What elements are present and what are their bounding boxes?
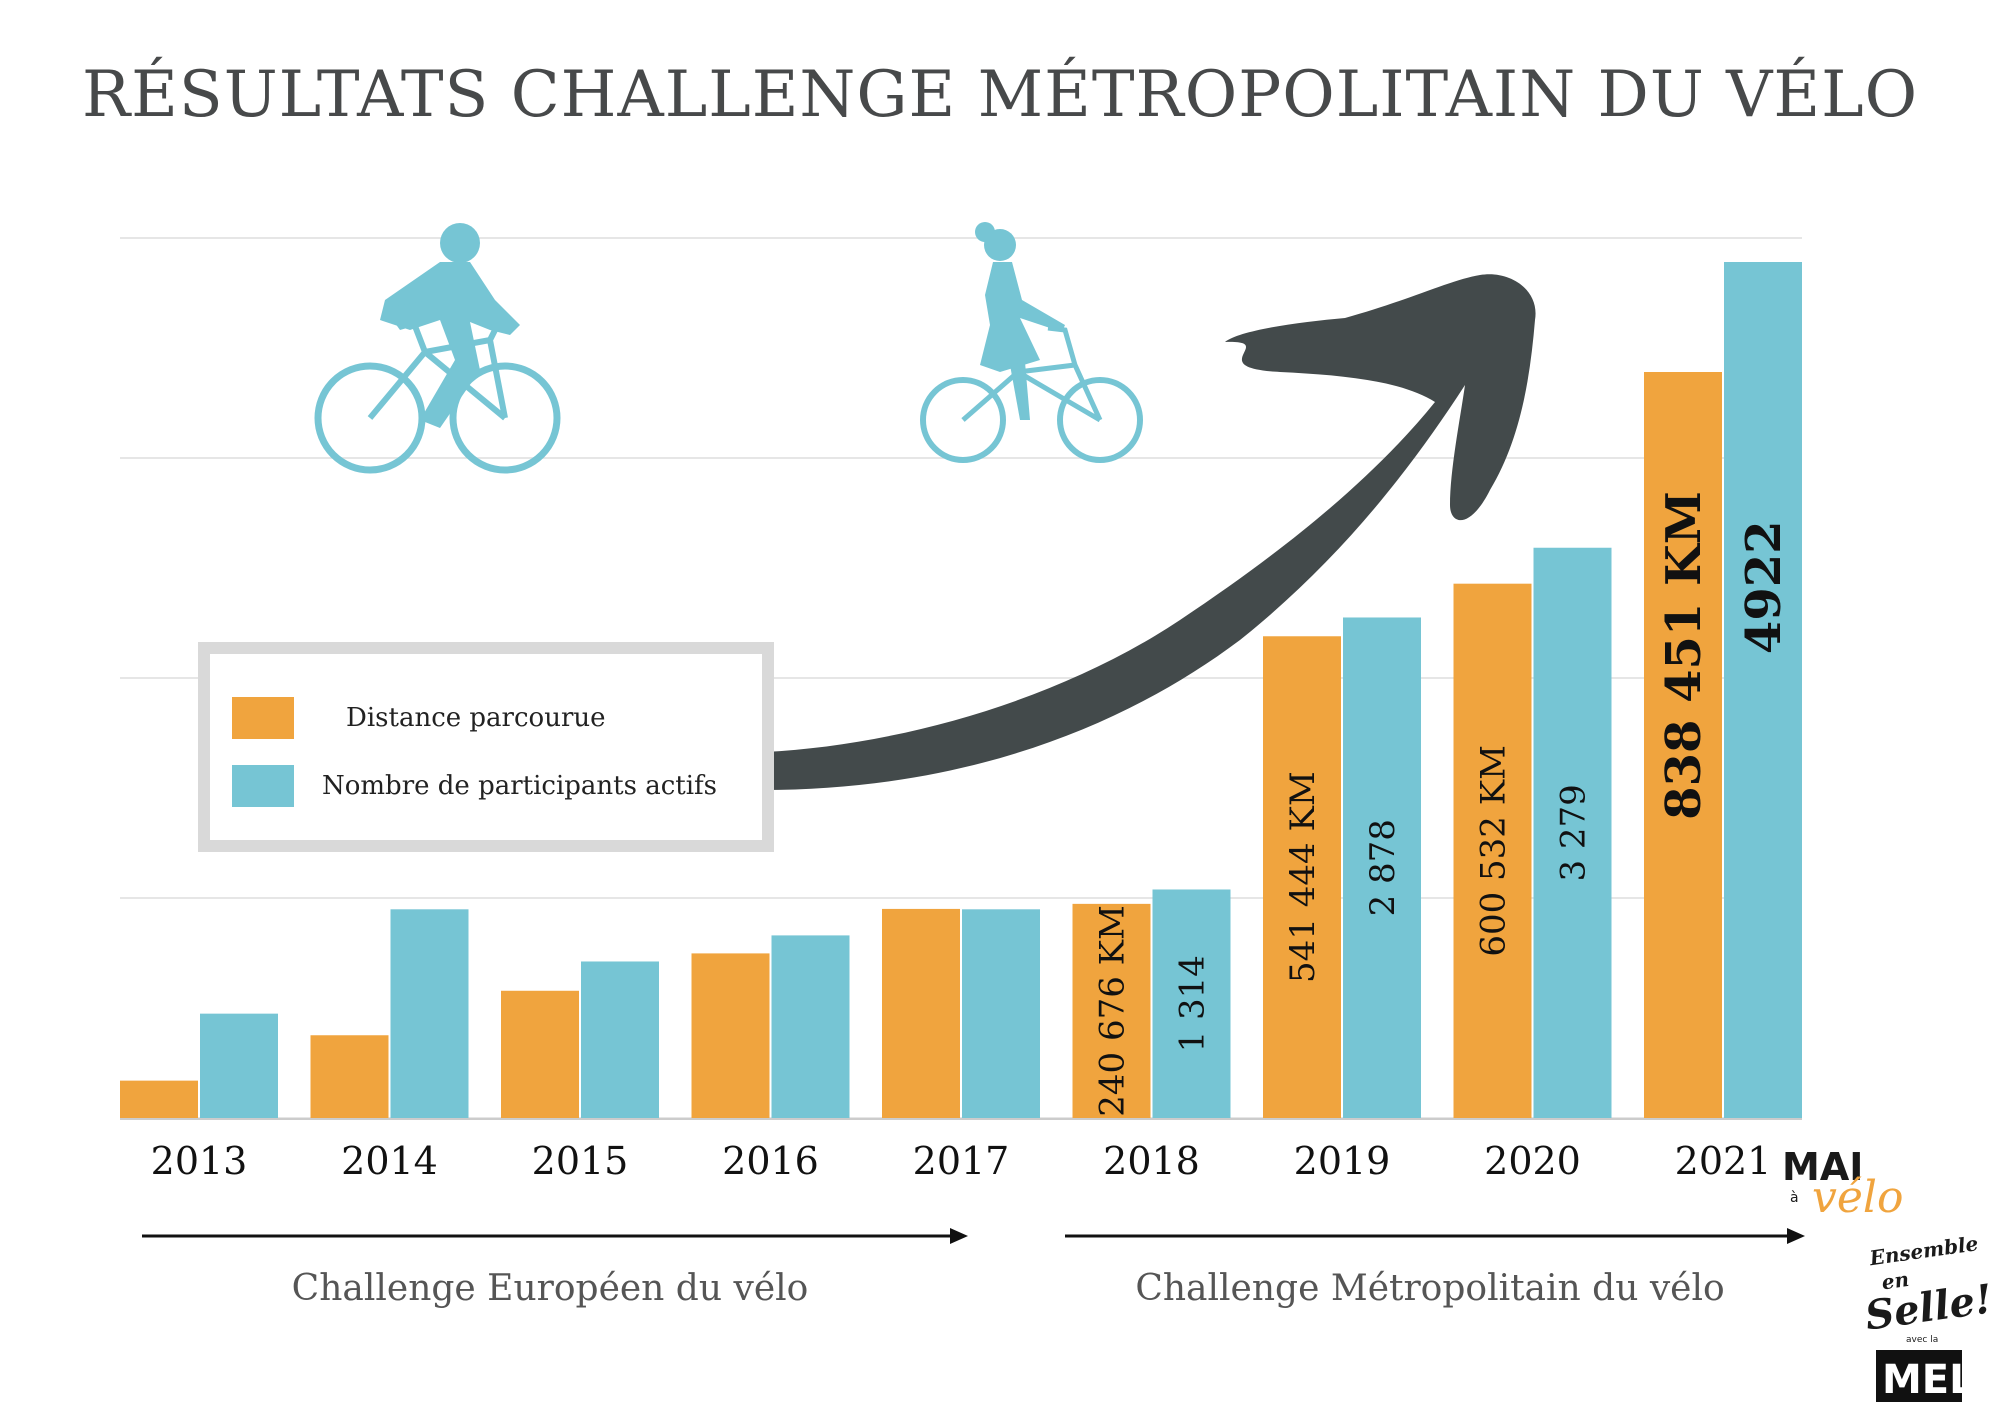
bar-participants <box>581 961 659 1118</box>
bar-participants <box>390 909 469 1118</box>
data-label-participants: 1 314 <box>1172 955 1212 1052</box>
legend-label-distance: Distance parcourue <box>346 703 606 733</box>
legend-label-participants: Nombre de participants actifs <box>322 771 718 801</box>
data-label-distance: 541 444 KM <box>1283 771 1323 983</box>
growth-arrow-icon <box>762 274 1536 791</box>
x-axis: 2013 2014 2015 2016 2017 2018 2019 2020 2021 <box>151 1139 1772 1183</box>
page-title: RÉSULTATS CHALLENGE MÉTROPOLITAIN DU VÉL… <box>81 58 1919 132</box>
section-label-european: Challenge Européen du vélo <box>291 1268 809 1309</box>
bar-distance <box>120 1080 198 1118</box>
mel-logo-small: avec la <box>1906 1335 1938 1345</box>
bar-distance <box>882 908 960 1118</box>
data-label-distance: 240 676 KM <box>1092 905 1132 1117</box>
bar-participants <box>200 1013 278 1118</box>
cyclist-man-icon <box>314 223 561 474</box>
bar-participants <box>962 909 1040 1118</box>
x-tick-label: 2019 <box>1294 1139 1391 1183</box>
legend: Distance parcourue Nombre de participant… <box>198 642 774 852</box>
cyclist-woman-icon <box>920 222 1143 463</box>
bar-distance <box>1263 636 1341 1118</box>
bar-distance <box>501 990 579 1118</box>
bar-distance <box>691 953 770 1118</box>
mel-logo-line2: en <box>1880 1267 1910 1295</box>
bar-distance <box>310 1035 389 1118</box>
ensemble-en-selle-logo: Ensemble en Selle! avec la MEL <box>1862 1236 1992 1403</box>
mel-logo-brand: MEL <box>1882 1357 1975 1403</box>
x-tick-label: 2014 <box>341 1139 438 1183</box>
timeline-arrowhead-metropolitan <box>1787 1228 1805 1244</box>
x-tick-label: 2016 <box>722 1139 819 1183</box>
x-tick-label: 2020 <box>1484 1139 1581 1183</box>
mai-a-velo-logo: MAI à vélo <box>1782 1145 1903 1220</box>
decor <box>314 222 1536 791</box>
mai-logo-a: à <box>1790 1190 1799 1206</box>
bars: 240 676 KM 1 314 541 444 KM 2 878 600 532 KM… <box>120 262 1802 1118</box>
legend-item-participants: Nombre de participants actifs <box>232 764 717 808</box>
mai-logo-text: MAI <box>1782 1145 1863 1189</box>
data-label-participants: 2 878 <box>1363 819 1403 916</box>
bar-participants <box>1152 889 1231 1118</box>
bar-distance <box>1453 583 1532 1118</box>
x-tick-label: 2018 <box>1103 1139 1200 1183</box>
legend-swatch-distance <box>232 697 294 739</box>
mel-logo-line1: Ensemble <box>1867 1236 1980 1270</box>
bar-participants <box>771 935 850 1118</box>
data-label-distance: 838 451 KM <box>1656 491 1712 820</box>
bar-participants <box>1343 617 1421 1118</box>
legend-item-distance: Distance parcourue <box>232 696 606 740</box>
x-tick-label: 2013 <box>151 1139 248 1183</box>
data-label-participants: 3 279 <box>1553 784 1593 881</box>
x-tick-label: 2021 <box>1675 1139 1772 1183</box>
data-label-distance: 600 532 KM <box>1473 745 1513 957</box>
bar-participants <box>1724 262 1802 1118</box>
x-tick-label: 2017 <box>913 1139 1010 1183</box>
timeline-arrowhead-european <box>950 1228 968 1244</box>
timeline-arrows <box>142 1228 1805 1244</box>
section-label-metropolitan: Challenge Métropolitain du vélo <box>1135 1268 1725 1309</box>
mel-logo-block <box>1876 1350 1962 1402</box>
x-tick-label: 2015 <box>532 1139 629 1183</box>
bar-participants <box>1533 547 1612 1118</box>
data-label-participants: 4922 <box>1736 520 1792 654</box>
legend-swatch-participants <box>232 765 294 807</box>
bar-distance <box>1644 372 1722 1118</box>
bar-distance <box>1072 903 1151 1118</box>
mai-logo-velo: vélo <box>1812 1172 1903 1220</box>
